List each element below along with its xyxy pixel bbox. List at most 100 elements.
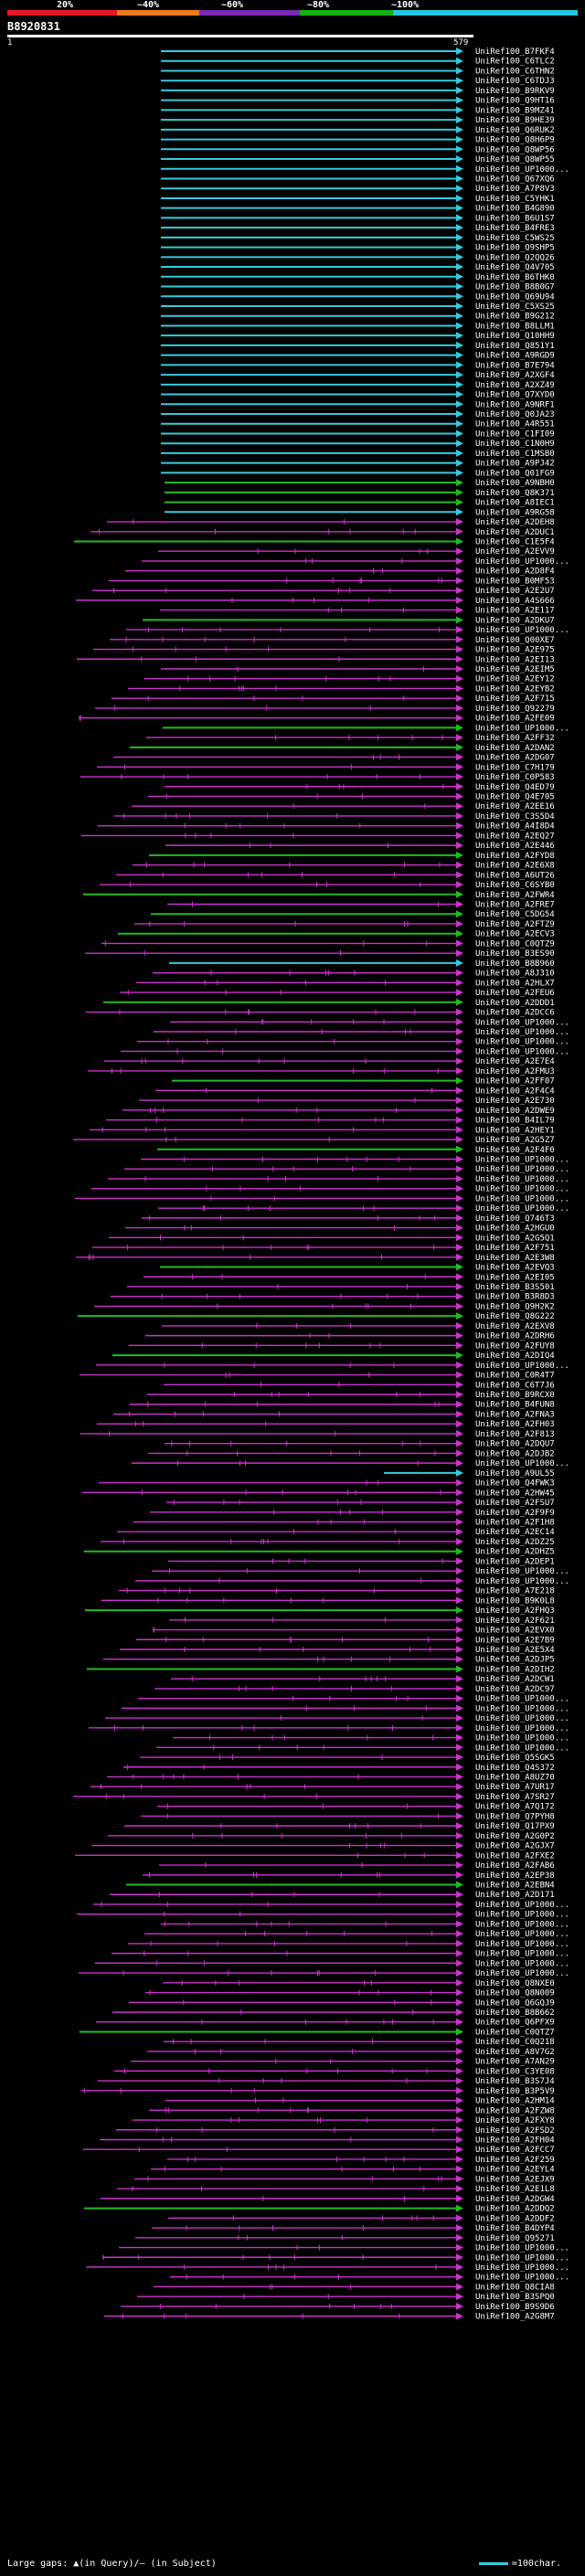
hit-label[interactable]: UniRef100_A2G5Q1 [475,1234,555,1243]
hit-label[interactable]: UniRef100_Q746T3 [475,1214,555,1224]
hit-label[interactable]: UniRef100_Q9HT16 [475,97,555,106]
hit-label[interactable]: UniRef100_A2E3W8 [475,1254,555,1263]
hit-label[interactable]: UniRef100_UP1000... [475,1028,569,1037]
hit-label[interactable]: UniRef100_UP1000... [475,2244,569,2253]
hit-row[interactable]: UniRef100_A2DHZ5 [84,1547,555,1557]
hit-label[interactable]: UniRef100_A2EJX9 [475,2175,555,2184]
hit-label[interactable]: UniRef100_B3P5V9 [475,2087,555,2096]
hit-label[interactable]: UniRef100_A2DZ25 [475,1538,555,1547]
hit-label[interactable]: UniRef100_C0P583 [475,773,555,782]
hit-label[interactable]: UniRef100_UP1000... [475,1567,569,1576]
hit-label[interactable]: UniRef100_Q6GQJ9 [475,1998,555,2008]
hit-row[interactable]: UniRef100_A2FHQ3 [85,1606,555,1616]
hit-row[interactable]: UniRef100_A2GJX7 [91,1841,555,1851]
hit-label[interactable]: UniRef100_UP1000... [475,1911,569,1920]
hit-label[interactable]: UniRef100_A2E7E4 [475,1057,555,1066]
hit-label[interactable]: UniRef100_Q69U94 [475,292,555,302]
hit-label[interactable]: UniRef100_A2FEU6 [475,989,555,998]
hit-label[interactable]: UniRef100_UP1000... [475,1901,569,1910]
hit-row[interactable]: UniRef100_A2EY12 [144,674,555,684]
hit-label[interactable]: UniRef100_A2FE09 [475,715,555,724]
hit-row[interactable]: UniRef100_A2HGU0 [125,1224,555,1234]
hit-label[interactable]: UniRef100_Q0JA23 [475,410,555,419]
hit-label[interactable]: UniRef100_A2ECV3 [475,930,555,939]
hit-label[interactable]: UniRef100_B3SPQ0 [475,2293,555,2302]
hit-row[interactable]: UniRef100_UP1000... [95,1959,569,1968]
hit-label[interactable]: UniRef100_A2DC97 [475,1685,555,1694]
hit-row[interactable]: UniRef100_A2DIH2 [87,1665,555,1674]
hit-label[interactable]: UniRef100_UP1000... [475,1969,569,1978]
hit-row[interactable]: UniRef100_UP1000... [102,2253,569,2263]
hit-row[interactable]: UniRef100_B9MZ41 [161,106,555,115]
hit-row[interactable]: UniRef100_A2HEY1 [90,1126,555,1135]
hit-row[interactable]: UniRef100_UP1000... [86,2263,569,2273]
hit-row[interactable]: UniRef100_C0P583 [80,773,555,782]
hit-label[interactable]: UniRef100_C6TDJ3 [475,77,555,86]
hit-row[interactable]: UniRef100_A2DWE9 [122,1106,555,1116]
hit-row[interactable]: UniRef100_Q6PFX9 [96,2018,555,2028]
hit-label[interactable]: UniRef100_A2D171 [475,1891,555,1900]
hit-label[interactable]: UniRef100_UP1000... [475,1940,569,1949]
hit-row[interactable]: UniRef100_UP1000... [121,1047,569,1056]
hit-row[interactable]: UniRef100_Q9H2K2 [94,1302,555,1311]
hit-row[interactable]: UniRef100_UP1000... [144,1930,569,1939]
hit-label[interactable]: UniRef100_A2DJB2 [475,1449,555,1458]
hit-row[interactable]: UniRef100_Q7PYH8 [141,1812,555,1821]
hit-row[interactable]: UniRef100_Q67XQ6 [161,175,555,184]
hit-row[interactable]: UniRef100_A2E730 [139,1097,555,1106]
hit-row[interactable]: UniRef100_A2DRH6 [145,1331,555,1341]
hit-label[interactable]: UniRef100_A2FCC7 [475,2146,555,2155]
hit-row[interactable]: UniRef100_A8UZ70 [107,1773,555,1782]
hit-label[interactable]: UniRef100_B3S7J4 [475,2077,555,2086]
hit-row[interactable]: UniRef100_A2E7E4 [104,1057,555,1066]
hit-label[interactable]: UniRef100_A2EVX0 [475,1627,555,1636]
hit-row[interactable]: UniRef100_B9K0L8 [101,1596,555,1606]
hit-row[interactable]: UniRef100_A2EVQ3 [160,1263,555,1273]
hit-label[interactable]: UniRef100_Q8WP55 [475,155,555,164]
hit-label[interactable]: UniRef100_A2DHZ5 [475,1548,555,1557]
hit-row[interactable]: UniRef100_A2HM14 [165,2096,555,2106]
hit-label[interactable]: UniRef100_A2DEP1 [475,1557,555,1566]
hit-label[interactable]: UniRef100_A4S666 [475,597,555,606]
hit-row[interactable]: UniRef100_A7P8V3 [161,185,555,194]
hit-row[interactable]: UniRef100_Q4E705 [148,792,555,801]
hit-label[interactable]: UniRef100_Q8G222 [475,1312,555,1321]
hit-row[interactable]: UniRef100_A2DIQ4 [112,1352,555,1361]
hit-row[interactable]: UniRef100_A2FZW8 [149,2106,555,2115]
hit-row[interactable]: UniRef100_A2FCC7 [83,2146,555,2155]
hit-row[interactable]: UniRef100_A2FH04 [100,2136,555,2145]
hit-label[interactable]: UniRef100_Q5SGK5 [475,1754,555,1763]
hit-label[interactable]: UniRef100_A2FWR4 [475,891,555,900]
hit-row[interactable]: UniRef100_B3SPQ0 [137,2293,555,2302]
hit-label[interactable]: UniRef100_B8LLM1 [475,322,555,331]
hit-label[interactable]: UniRef100_A2FF32 [475,734,555,743]
hit-row[interactable]: UniRef100_A9RGD9 [161,351,555,361]
hit-label[interactable]: UniRef100_B9RKV9 [475,87,555,96]
hit-label[interactable]: UniRef100_A2FH03 [475,1420,555,1429]
hit-row[interactable]: UniRef100_UP1000... [141,1155,569,1164]
hit-row[interactable]: UniRef100_Q10HH9 [161,332,555,341]
hit-row[interactable]: UniRef100_UP1000... [89,1723,569,1733]
hit-row[interactable]: UniRef100_A2FSU7 [166,1499,555,1508]
hit-row[interactable]: UniRef100_A2XZ49 [161,380,555,390]
hit-label[interactable]: UniRef100_B9K0L8 [475,1596,555,1606]
hit-row[interactable]: UniRef100_UP1000... [108,1174,569,1184]
hit-label[interactable]: UniRef100_A2FRE7 [475,901,555,910]
hit-label[interactable]: UniRef100_A2DIH2 [475,1665,555,1674]
hit-row[interactable]: UniRef100_UP1000... [163,724,569,733]
hit-row[interactable]: UniRef100_A2EYL4 [151,2165,555,2175]
hit-label[interactable]: UniRef100_UP1000... [475,626,569,635]
hit-row[interactable]: UniRef100_A2DDD1 [103,998,555,1008]
hit-row[interactable]: UniRef100_C1FI09 [161,429,555,439]
hit-label[interactable]: UniRef100_A2FSD2 [475,2126,555,2136]
hit-row[interactable]: UniRef100_A2E446 [165,842,555,851]
hit-row[interactable]: UniRef100_B9S9D6 [121,2302,555,2312]
hit-label[interactable]: UniRef100_A2DCW1 [475,1675,555,1684]
hit-label[interactable]: UniRef100_C6THN2 [475,67,555,76]
hit-label[interactable]: UniRef100_UP1000... [475,165,569,175]
hit-row[interactable]: UniRef100_UP1000... [96,1361,569,1371]
hit-label[interactable]: UniRef100_C1N0H9 [475,440,555,449]
hit-label[interactable]: UniRef100_A7P8V3 [475,185,555,194]
hit-row[interactable]: UniRef100_A2FNA3 [113,1410,555,1419]
hit-row[interactable]: UniRef100_A8J310 [153,969,555,979]
